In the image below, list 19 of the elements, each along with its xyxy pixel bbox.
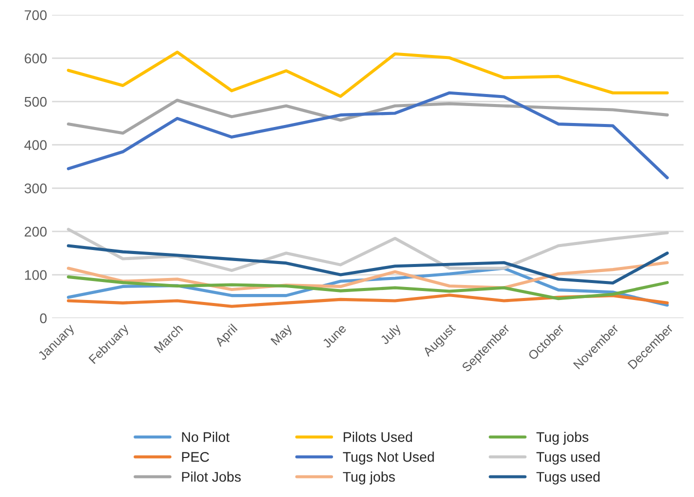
y-tick-label: 700 — [24, 10, 47, 20]
y-tick-label: 200 — [24, 226, 47, 237]
legend-label: Tug jobs — [342, 472, 395, 484]
y-tick-label: 500 — [24, 96, 47, 107]
legend-label: Tugs Not Used — [342, 452, 434, 465]
x-tick-label: May — [270, 323, 294, 348]
legend-label: PEC — [182, 452, 210, 462]
y-tick-label: 100 — [25, 270, 47, 280]
y-tick-label: 600 — [24, 54, 47, 64]
y-tick-label: 400 — [24, 140, 47, 150]
legend-label: Pilots Used — [344, 432, 412, 442]
legend-label: Tugs used — [536, 452, 600, 465]
y-tick-label: 0 — [40, 313, 47, 324]
legend-label: Tug jobs — [536, 432, 588, 445]
legend-label: Tugs used — [536, 472, 600, 484]
y-tick-label: 300 — [24, 183, 47, 194]
x-tick-label: July — [379, 322, 404, 347]
legend-label: Pilot Jobs — [182, 472, 241, 482]
legend-label: No Pilot — [182, 432, 230, 442]
